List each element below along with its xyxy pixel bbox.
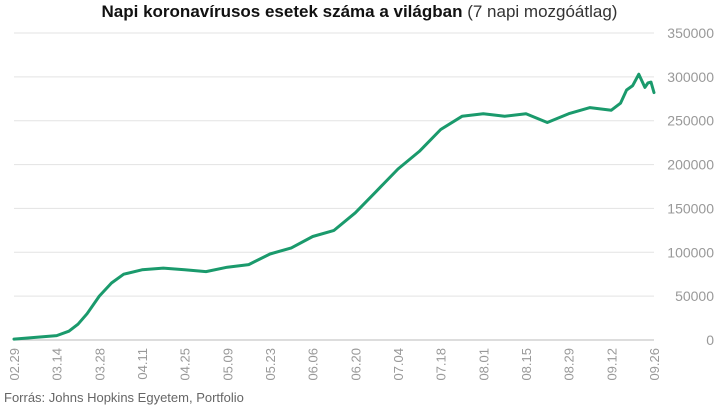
y-tick-label: 350000 [667, 25, 714, 41]
chart-title-main: Napi koronavírusos esetek száma a világb… [101, 2, 463, 21]
x-tick-label: 09.12 [604, 348, 619, 381]
x-tick-label: 08.01 [476, 348, 491, 381]
series-line [12, 72, 656, 341]
grid-lines [14, 32, 654, 341]
x-tick-label: 03.28 [92, 348, 107, 381]
x-tick-label: 06.20 [348, 348, 363, 381]
x-tick-label: 09.26 [647, 348, 662, 381]
x-tick-label: 08.29 [562, 348, 577, 381]
y-tick-label: 300000 [667, 69, 714, 85]
x-tick-label: 07.18 [434, 348, 449, 381]
x-tick-label: 04.25 [178, 348, 193, 381]
x-tick-label: 08.15 [519, 348, 534, 381]
y-tick-label: 200000 [667, 157, 714, 173]
x-tick-label: 03.14 [50, 348, 65, 381]
x-tick-label: 02.29 [7, 348, 22, 381]
x-tick-label: 04.11 [135, 348, 150, 380]
x-tick-label: 07.04 [391, 348, 406, 381]
x-axis-ticks: 02.29 03.14 03.28 04.11 04.25 05.09 05.23 06.06… [7, 348, 662, 381]
series-group [12, 72, 656, 341]
source-note: Forrás: Johns Hopkins Egyetem, Portfolio [4, 390, 244, 405]
y-tick-label: 150000 [667, 200, 714, 216]
x-tick-label: 05.23 [263, 348, 278, 381]
x-tick-label: 05.09 [220, 348, 235, 381]
chart-subtitle: (7 napi mozgóátlag) [467, 2, 618, 21]
y-tick-label: 0 [706, 332, 714, 348]
y-tick-label: 250000 [667, 113, 714, 129]
y-tick-label: 100000 [667, 244, 714, 260]
y-tick-label: 50000 [675, 288, 714, 304]
x-tick-label: 06.06 [306, 348, 321, 381]
y-axis-ticks: 0 50000 100000 150000 200000 250000 300000 3500… [667, 25, 714, 348]
chart-title: Napi koronavírusos esetek száma a világb… [0, 2, 719, 22]
